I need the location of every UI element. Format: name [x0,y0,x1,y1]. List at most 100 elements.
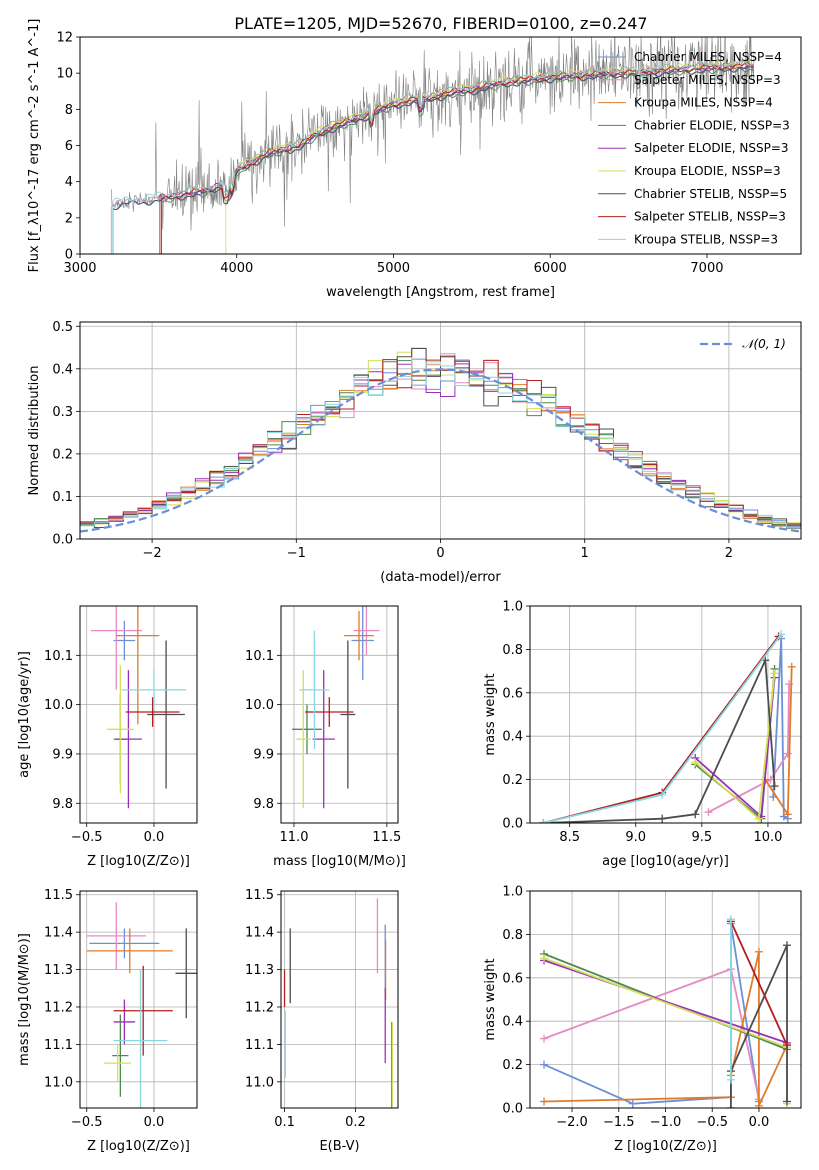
y-tick-label: 10.1 [245,649,274,664]
x-tick-label: −0.5 [71,1115,103,1130]
y-axis-label: age [log10(age/yr)] [17,651,32,778]
legend-entry: Salpeter STELIB, NSSP=3 [634,210,786,224]
plot-area-mass-vs-ebv [283,898,393,1108]
y-tick-label: 11.1 [44,1038,73,1053]
x-tick-label: 0.0 [144,1115,165,1130]
y-tick-label: 11.0 [44,1075,73,1090]
x-axis-label: E(B-V) [319,1139,359,1154]
y-axis-label: mass weight [483,673,498,755]
model-line [112,60,753,254]
x-tick-label: 3000 [63,261,96,276]
y-tick-label: 12 [56,31,73,46]
model-line [110,62,753,254]
x-tick-label: 9.0 [625,830,646,845]
weight-series-line [772,638,789,820]
y-tick-label: 11.3 [245,963,274,978]
x-axis-label: Z [log10(Z/Z⊙)] [614,1139,717,1154]
x-tick-label: 7000 [690,261,723,276]
x-tick-label: 2 [725,546,733,561]
y-axis-label: mass weight [483,958,498,1040]
y-tick-label: 0.6 [502,686,523,701]
plot-mass-vs-ebv: 0.1 0.2 11.0 11.1 11.2 11.3 11.4 11.5 E(B-V) [245,888,399,1154]
legend-entry: Kroupa MILES, NSSP=4 [634,96,773,110]
legend-entry: Chabrier MILES, NSSP=4 [634,50,782,64]
plot-age-vs-mass: 11.0 11.5 9.8 9.9 10.0 10.1 mass [log10(M/M⊙)] [245,605,406,869]
y-tick-label: 11.2 [245,1000,274,1015]
x-tick-label: 9.5 [692,830,713,845]
x-tick-label: −2.0 [556,1115,588,1130]
x-axis-label: mass [log10(M/M⊙)] [273,854,406,869]
x-tick-label: −0.5 [696,1115,728,1130]
x-tick-label: −2 [143,546,162,561]
weight-series-line [730,944,788,1108]
x-tick-label: 0.0 [144,830,165,845]
x-axis-label: (data-model)/error [380,570,501,585]
x-tick-label: −0.5 [71,830,103,845]
weight-series-line [694,677,776,819]
axes-frame [529,605,802,824]
axes-frame [280,605,399,824]
plot-area-residuals [80,347,801,533]
x-tick-label: 6000 [534,261,567,276]
plot-mass-vs-z: −0.5 0.0 11.0 11.1 11.2 11.3 11.4 11.5 Z [log10(… [17,888,198,1154]
plot-spectrum: 3000 4000 5000 6000 7000 0 2 4 6 8 10 12 wavelength … [27,19,802,300]
x-tick-label: 0 [436,546,444,561]
y-tick-label: 0.8 [502,928,523,943]
y-tick-label: 11.5 [245,888,274,903]
weight-series-line [543,951,788,1107]
y-tick-label: 9.9 [253,747,274,762]
plot-area-spectrum [110,37,755,254]
y-tick-label: 0.0 [52,533,73,548]
y-axis-label: Normed distribution [27,366,42,496]
x-tick-label: 10.0 [753,830,782,845]
x-tick-label: −1.0 [650,1115,682,1130]
y-tick-label: 9.9 [52,747,73,762]
x-tick-label: −1.5 [603,1115,635,1130]
x-axis-label: age [log10(age/yr)] [602,854,729,869]
y-tick-label: 0.3 [52,405,73,420]
y-tick-label: 0.4 [502,1015,523,1030]
plot-area-weight-vs-z [540,915,791,1108]
plot-area-age-vs-z [90,606,187,809]
x-tick-label: −1 [287,546,306,561]
y-tick-label: 0.4 [52,362,73,377]
model-line [161,65,755,254]
y-tick-label: 11.1 [245,1038,274,1053]
y-axis-label: Flux [f_λ10^-17 erg cm^-2 s^-1 A^-1] [27,19,42,273]
x-tick-label: 0.1 [274,1115,295,1130]
axes-frame [79,321,802,540]
x-axis-label: Z [log10(Z/Z⊙)] [87,854,190,869]
x-tick-label: 0.2 [345,1115,366,1130]
y-tick-label: 0.2 [502,773,523,788]
y-tick-label: 0.4 [502,730,523,745]
axes-frame [79,605,198,824]
y-tick-label: 11.3 [44,963,73,978]
y-tick-label: 0.1 [52,490,73,505]
axes-frame [79,890,198,1109]
plot-area-mass-vs-z [86,902,197,1108]
y-tick-label: 11.2 [44,1000,73,1015]
residual-histogram [80,361,801,528]
plot-age-vs-z: −0.5 0.0 9.8 9.9 10.0 10.1 Z [log10(Z/Z⊙)] age … [17,605,198,869]
axes-frame [529,890,802,1109]
weight-series-line [708,684,790,813]
weight-series-line [543,923,760,1105]
y-tick-label: 0.0 [502,1102,523,1117]
model-line [159,62,753,254]
y-tick-label: 2 [65,211,73,226]
legend-entry: Chabrier STELIB, NSSP=5 [634,187,787,201]
legend-entry: Chabrier ELODIE, NSSP=3 [634,118,790,132]
x-tick-label: 1 [581,546,589,561]
x-tick-label: 5000 [377,261,410,276]
y-tick-label: 0.5 [52,320,73,335]
residual-histogram [80,363,801,528]
legend-entry: Kroupa STELIB, NSSP=3 [634,232,778,246]
figure-title: PLATE=1205, MJD=52670, FIBERID=0100, z=0… [234,14,647,33]
x-tick-label: 0.0 [749,1115,770,1130]
plot-area-age-vs-mass [292,606,380,809]
legend-entry: Salpeter ELODIE, NSSP=3 [634,141,789,155]
y-tick-label: 1.0 [502,885,523,900]
y-tick-label: 0.2 [502,1058,523,1073]
plot-weight-vs-z: −2.0 −1.5 −1.0 −0.5 0.0 0.0 0.2 0.4 0.6 0.8 1.0 Z [… [483,885,802,1154]
